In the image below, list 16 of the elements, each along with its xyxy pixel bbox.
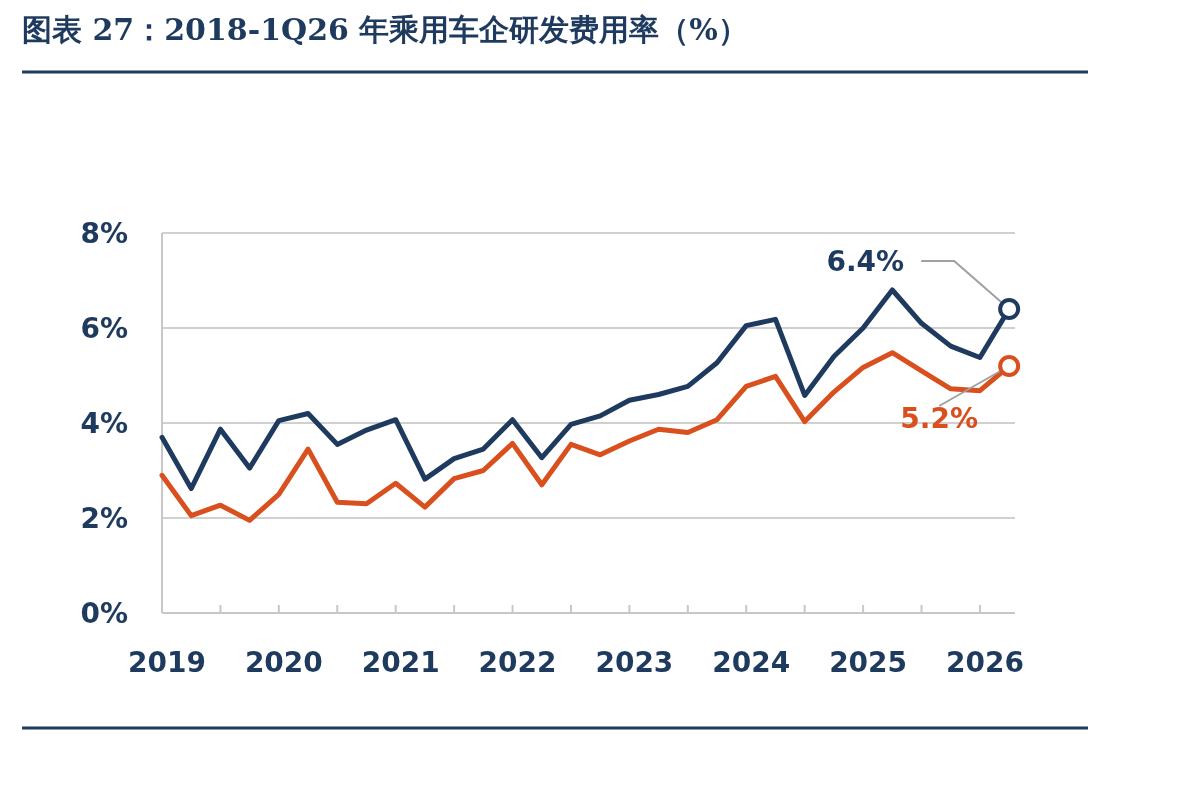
y-tick-label: 4%	[80, 407, 128, 440]
x-tick-label: 2025	[829, 646, 908, 679]
x-tick-label: 2023	[595, 646, 674, 679]
y-tick-label: 8%	[80, 217, 128, 250]
y-tick-label: 0%	[80, 597, 128, 630]
x-tick-label: 2022	[478, 646, 557, 679]
annotation: 5.2%	[900, 402, 978, 435]
annotation: 6.4%	[826, 245, 905, 278]
x-tick-label: 2020	[244, 646, 323, 679]
x-tick-label: 2021	[361, 646, 440, 679]
y-tick-label: 2%	[80, 502, 128, 535]
y-tick-label: 6%	[80, 312, 128, 345]
x-tick-label: 2024	[712, 646, 791, 679]
x-tick-label: 2019	[128, 646, 206, 679]
x-tick-label: 2026	[945, 646, 1024, 679]
chart-title: 图表 27：2018-1Q26 年乘用车企研发费用率（%）	[22, 12, 748, 47]
